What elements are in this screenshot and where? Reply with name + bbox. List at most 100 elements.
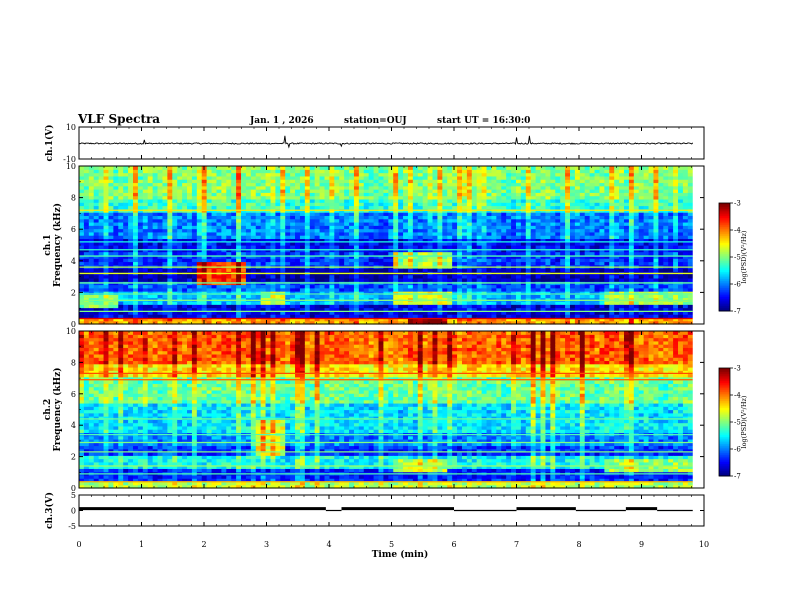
heatmap-cell <box>196 169 203 174</box>
heatmap-cell <box>388 225 394 230</box>
heatmap-cell <box>388 277 394 282</box>
heatmap-cell <box>515 284 522 289</box>
heatmap-cell <box>187 307 193 312</box>
heatmap-cell <box>241 245 247 249</box>
heatmap-cell <box>447 235 453 240</box>
heatmap-cell <box>550 221 556 226</box>
heatmap-cell <box>373 251 380 256</box>
heatmap-cell <box>358 310 365 315</box>
heatmap-cell <box>98 228 105 233</box>
heatmap-cell <box>280 218 286 223</box>
heatmap-cell <box>324 307 331 312</box>
heatmap-cell <box>270 268 276 272</box>
heatmap-cell <box>373 205 380 210</box>
heatmap-cell <box>280 202 286 207</box>
heatmap-cell <box>113 238 119 243</box>
heatmap-cell <box>270 189 276 193</box>
heatmap-cell <box>137 317 144 322</box>
heatmap-cell <box>221 300 227 305</box>
heatmap-cell <box>393 245 399 249</box>
heatmap-cell <box>290 241 296 246</box>
heatmap-cell <box>83 192 90 197</box>
heatmap-cell <box>461 221 468 226</box>
heatmap-cell <box>113 169 119 174</box>
heatmap-cell <box>550 320 556 325</box>
heatmap-cell <box>496 169 502 174</box>
heatmap-cell <box>275 189 281 193</box>
heatmap-cell <box>250 300 257 305</box>
heatmap-cell <box>250 192 257 197</box>
heatmap-cell <box>476 218 483 223</box>
heatmap-cell <box>353 291 360 295</box>
heatmap-cell <box>378 268 385 272</box>
heatmap-cell <box>187 291 193 295</box>
heatmap-cell <box>177 287 183 292</box>
heatmap-cell <box>339 317 345 322</box>
heatmap-cell <box>353 228 360 233</box>
heatmap-cell <box>383 304 389 309</box>
heatmap-cell <box>206 215 213 220</box>
heatmap-cell <box>417 291 424 295</box>
heatmap-cell <box>501 284 507 289</box>
heatmap-cell <box>535 291 542 295</box>
heatmap-cell <box>358 274 365 279</box>
heatmap-cell <box>466 297 473 302</box>
heatmap-cell <box>461 304 468 309</box>
heatmap-cell <box>236 172 242 177</box>
heatmap-cell <box>250 205 257 210</box>
heatmap-cell <box>427 310 434 315</box>
heatmap-cell <box>481 294 488 299</box>
heatmap-cell <box>506 198 512 203</box>
heatmap-cell <box>520 291 527 295</box>
heatmap-cell <box>265 169 272 174</box>
heatmap-cell <box>353 225 360 230</box>
heatmap-cell <box>515 228 522 233</box>
heatmap-cell <box>378 307 385 312</box>
heatmap-cell <box>299 274 306 279</box>
heatmap-cell <box>363 284 370 289</box>
heatmap-cell <box>540 274 547 279</box>
heatmap-cell <box>388 195 394 200</box>
heatmap-cell <box>501 205 507 210</box>
heatmap-cell <box>515 317 522 322</box>
heatmap-cell <box>118 300 124 305</box>
heatmap-cell <box>491 277 497 282</box>
heatmap-cell <box>349 304 355 309</box>
heatmap-cell <box>525 169 532 174</box>
heatmap-cell <box>349 185 355 190</box>
heatmap-cell <box>412 235 419 240</box>
heatmap-cell <box>201 202 208 207</box>
heatmap-cell <box>501 225 507 230</box>
heatmap-cell <box>118 198 124 203</box>
heatmap-cell <box>137 314 144 319</box>
heatmap-cell <box>447 179 453 184</box>
heatmap-cell <box>555 228 561 233</box>
heatmap-cell <box>432 258 439 263</box>
heatmap-cell <box>417 254 424 259</box>
heatmap-cell <box>162 189 168 193</box>
heatmap-cell <box>339 192 345 197</box>
heatmap-cell <box>358 212 365 216</box>
heatmap-cell <box>216 189 222 193</box>
heatmap-cell <box>152 182 159 187</box>
heatmap-cell <box>275 166 281 170</box>
heatmap-cell <box>255 228 262 233</box>
heatmap-cell <box>162 175 168 180</box>
heatmap-cell <box>236 314 242 319</box>
heatmap-cell <box>378 166 385 170</box>
heatmap-cell <box>545 251 551 256</box>
heatmap-cell <box>476 274 483 279</box>
heatmap-cell <box>383 251 389 256</box>
heatmap-cell <box>540 251 547 256</box>
heatmap-cell <box>481 238 488 243</box>
heatmap-cell <box>142 307 149 312</box>
heatmap-cell <box>555 274 561 279</box>
heatmap-cell <box>329 218 335 223</box>
heatmap-cell <box>511 221 517 226</box>
heatmap-cell <box>314 277 321 282</box>
heatmap-cell <box>466 212 473 216</box>
heatmap-cell <box>133 300 139 305</box>
heatmap-cell <box>427 297 434 302</box>
heatmap-cell <box>442 231 448 236</box>
heatmap-cell <box>550 172 556 177</box>
